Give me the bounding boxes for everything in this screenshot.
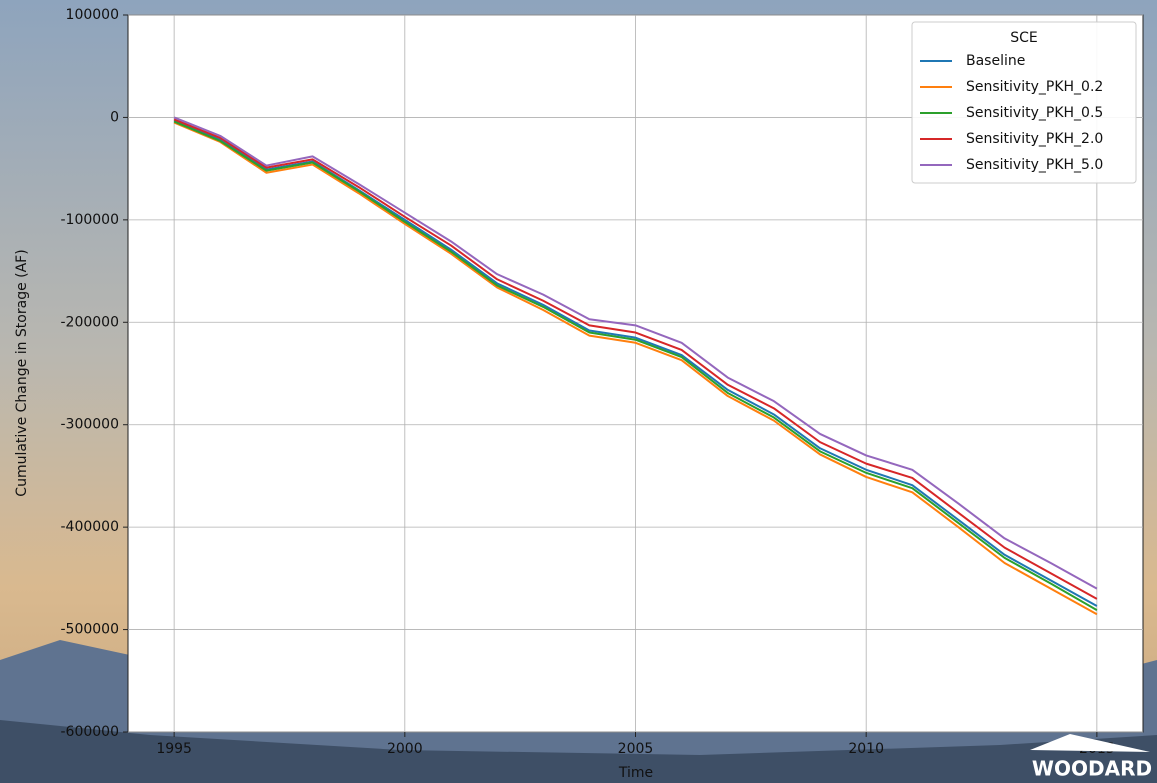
y-tick-label: -300000 (61, 417, 120, 433)
y-tick-label: -600000 (61, 724, 120, 740)
legend-label: Sensitivity_PKH_5.0 (966, 157, 1103, 173)
mountains-front (0, 720, 1157, 783)
series-line (173, 118, 1098, 600)
y-tick-label: -200000 (61, 314, 120, 330)
legend-label: Sensitivity_PKH_0.5 (966, 105, 1103, 121)
y-tick-label: -400000 (61, 519, 120, 535)
series-line (173, 121, 1098, 616)
x-axis-label: Time (618, 765, 653, 781)
legend-title: SCE (1010, 30, 1038, 46)
y-axis-label: Cumulative Change in Storage (AF) (14, 249, 30, 496)
lines (173, 116, 1098, 616)
y-tick-label: -500000 (61, 622, 120, 638)
x-tick-label: 1995 (156, 741, 192, 757)
legend-box (911, 21, 1137, 184)
series-line (173, 120, 1098, 611)
grid (128, 14, 1143, 733)
x-tick-label: 2000 (387, 741, 423, 757)
y-tick-label: 0 (110, 109, 119, 125)
logo: WOODARD (1032, 757, 1152, 781)
legend-label: Baseline (966, 53, 1025, 69)
legend-label: Sensitivity_PKH_0.2 (966, 79, 1103, 95)
x-tick-label: 2005 (618, 741, 654, 757)
legend-label: Sensitivity_PKH_2.0 (966, 131, 1103, 147)
legend: SCE Baseline Sensitivity_PKH_0.2 Sensitivi… (911, 21, 1137, 184)
y-tick-label: -100000 (61, 212, 120, 228)
y-tick-label: 100000 (66, 7, 119, 23)
logo-mark (1030, 734, 1150, 752)
x-tick-label: 2010 (848, 741, 884, 757)
series-line (173, 116, 1098, 590)
